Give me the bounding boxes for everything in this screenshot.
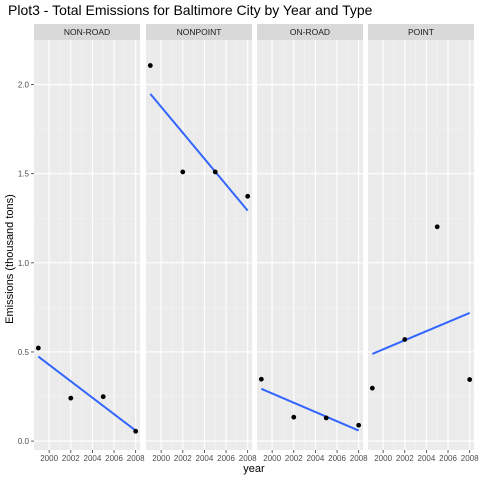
data-point (245, 193, 251, 199)
trend-line (260, 387, 360, 432)
chart-title: Plot3 - Total Emissions for Baltimore Ci… (8, 2, 373, 18)
x-tick-label: 2008 (461, 454, 479, 463)
x-tick-label: 2004 (196, 454, 214, 463)
panel-nonpoint: NONPOINT 2000 2002 2004 2006 2008 (146, 24, 257, 463)
x-tick-label: 2000 (263, 454, 281, 463)
x-tick-label: 2002 (396, 454, 414, 463)
y-tick-label: 2.0 (18, 81, 30, 90)
data-point (212, 169, 218, 175)
data-point (356, 422, 362, 428)
data-point (323, 415, 329, 421)
panel-non-road: NON-ROAD 2000 2002 2004 2006 2008 (34, 24, 145, 463)
x-tick-label: 2008 (350, 454, 368, 463)
y-tick-label: 0.0 (18, 437, 30, 446)
panel-background (368, 40, 474, 450)
data-point (100, 394, 106, 400)
x-tick-label: 2008 (127, 454, 145, 463)
x-tick-label: 2000 (374, 454, 392, 463)
trend-line (37, 355, 137, 432)
panel-point: POINT 2000 2002 2004 2006 2008 (368, 24, 479, 463)
x-tick-label: 2002 (174, 454, 192, 463)
x-tick-label: 2000 (152, 454, 170, 463)
data-point (467, 377, 473, 382)
data-point (68, 395, 74, 401)
panel-on-road: ON-ROAD 2000 2002 2004 2006 2008 (257, 24, 368, 463)
x-tick-label: 2006 (328, 454, 346, 463)
x-tick-label: 2004 (418, 454, 436, 463)
strip-background (146, 24, 252, 40)
x-tick-label: 2006 (105, 454, 123, 463)
data-point (180, 169, 186, 175)
strip-label: NON-ROAD (64, 27, 110, 37)
data-point (258, 376, 264, 382)
y-axis: 0.0 0.5 1.0 1.5 2.0 (18, 81, 34, 446)
y-tick-label: 0.5 (18, 348, 30, 357)
strip-background (34, 24, 140, 40)
data-point (35, 345, 41, 351)
data-point (133, 428, 139, 434)
x-tick-label: 2008 (239, 454, 257, 463)
x-axis-title: year (243, 463, 265, 475)
x-tick-label: 2004 (84, 454, 102, 463)
x-tick-label: 2002 (285, 454, 303, 463)
x-tick-label: 2006 (439, 454, 457, 463)
y-axis-title: Emissions (thousand tons) (4, 194, 16, 324)
strip-background (368, 24, 474, 40)
data-point (369, 385, 375, 391)
data-point (434, 224, 440, 230)
x-tick-label: 2000 (40, 454, 58, 463)
data-point (402, 337, 408, 342)
trend-line (149, 93, 249, 212)
data-point (291, 414, 297, 420)
x-tick-label: 2006 (217, 454, 235, 463)
x-tick-label: 2002 (62, 454, 80, 463)
data-point (147, 63, 153, 68)
strip-label: ON-ROAD (290, 27, 330, 37)
y-tick-label: 1.0 (18, 259, 30, 268)
panel-background (257, 40, 363, 450)
trend-line (371, 311, 471, 355)
y-tick-label: 1.5 (18, 170, 30, 179)
strip-background (257, 24, 363, 40)
panel-background (146, 40, 252, 450)
strip-label: POINT (408, 27, 434, 37)
panel-background (34, 40, 140, 450)
x-tick-label: 2004 (307, 454, 325, 463)
strip-label: NONPOINT (177, 27, 222, 37)
